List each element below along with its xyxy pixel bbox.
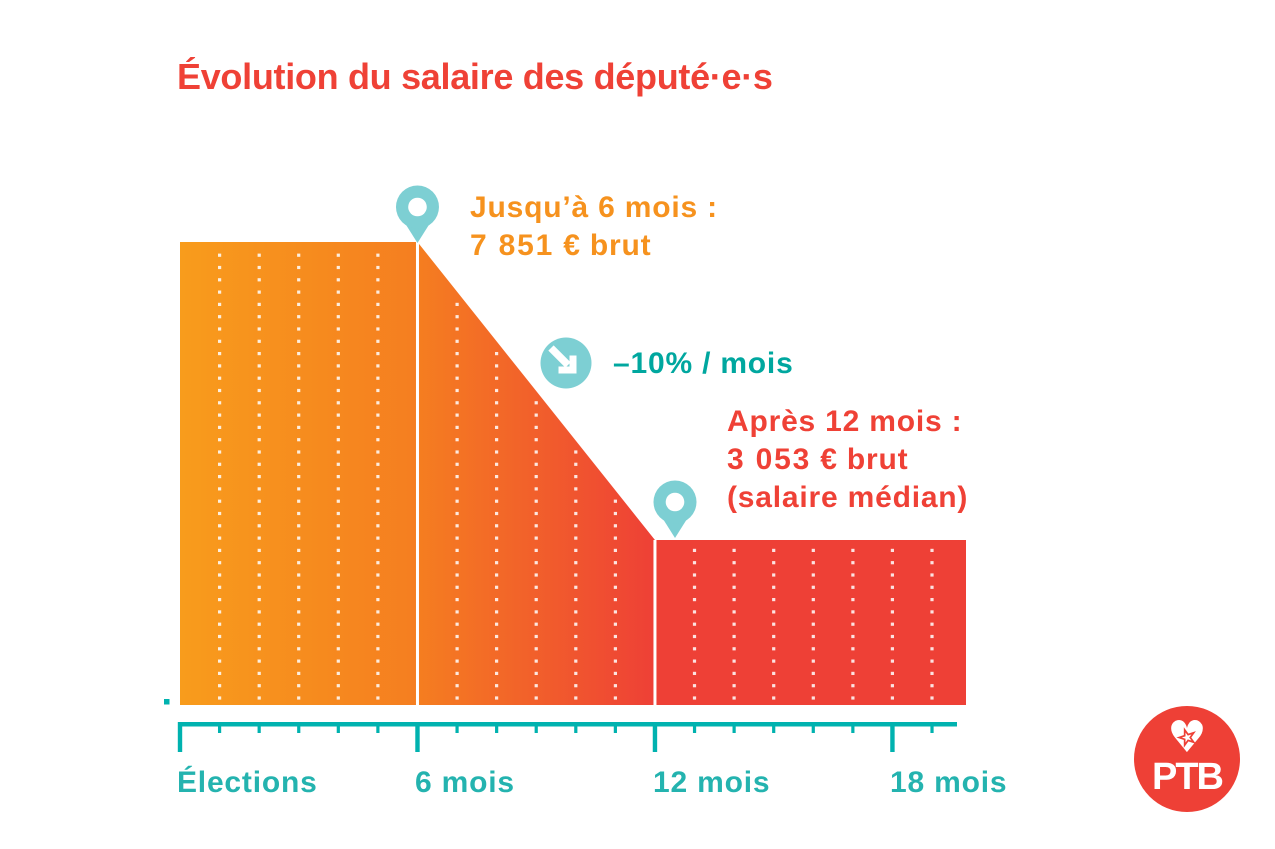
x-axis-label-6-months: 6 mois <box>415 766 515 799</box>
annotation-decline-rate: –10% / mois <box>613 345 794 383</box>
separator-12-months <box>653 540 657 705</box>
logo-circle <box>1134 706 1240 812</box>
decline-rate-label: –10% / mois <box>613 347 794 380</box>
annotation-after-12-months-value: 3 053 € brut <box>727 443 909 476</box>
x-axis-label-elections: Élections <box>177 766 318 799</box>
axis-origin-dot <box>164 699 170 705</box>
annotation-until-6-months: Jusqu’à 6 mois : 7 851 € brut <box>470 189 718 265</box>
separator-6-months <box>415 242 419 705</box>
annotation-after-12-months: Après 12 mois : 3 053 € brut (salaire mé… <box>727 403 968 517</box>
annotation-after-12-months-label: Après 12 mois : <box>727 405 963 438</box>
x-axis <box>177 722 957 752</box>
page-title: Évolution du salaire des député·e·s <box>177 56 773 97</box>
annotation-after-12-months-note: (salaire médian) <box>727 481 969 514</box>
salary-area <box>180 242 966 705</box>
pin-icon-6-months <box>395 185 439 243</box>
annotation-until-6-months-label: Jusqu’à 6 mois : <box>470 191 718 224</box>
ptb-logo: ♥ ★ PTB <box>1134 706 1240 812</box>
annotation-until-6-months-value: 7 851 € brut <box>470 229 652 262</box>
x-axis-label-12-months: 12 mois <box>653 766 771 799</box>
x-axis-label-18-months: 18 mois <box>890 766 1008 799</box>
grid-dots <box>218 253 934 700</box>
heart-icon: ♥ <box>1167 712 1206 763</box>
decline-arrow-icon <box>540 337 592 389</box>
pin-icon-12-months <box>653 480 697 538</box>
logo-text: PTB <box>1152 756 1223 798</box>
